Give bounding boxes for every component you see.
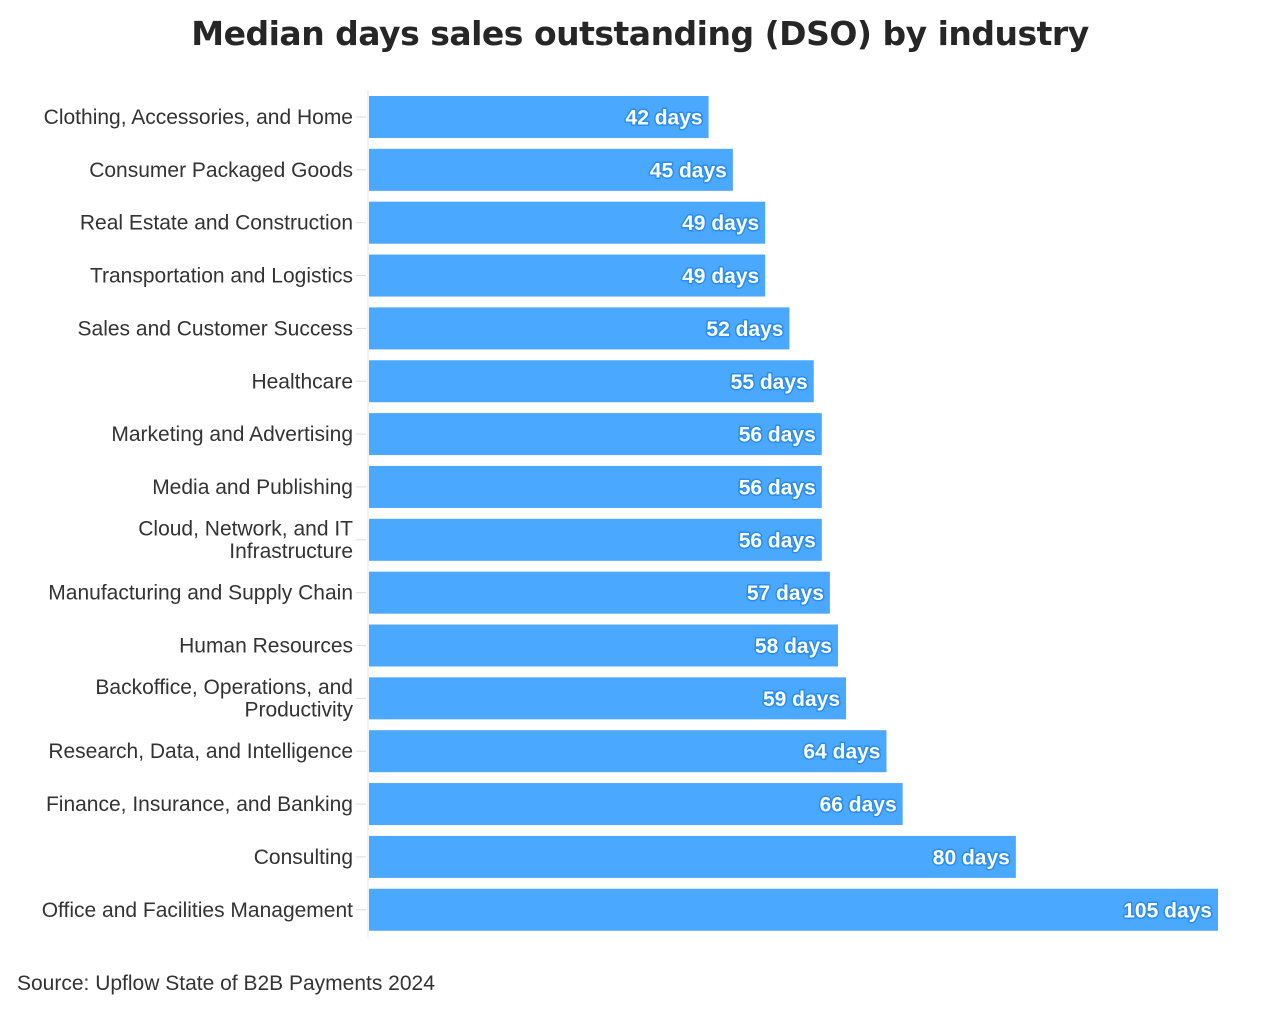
bar	[369, 254, 766, 297]
category-label: Human Resources	[179, 635, 353, 658]
category-label: Finance, Insurance, and Banking	[46, 793, 353, 816]
source-note: Source: Upflow State of B2B Payments 202…	[17, 972, 435, 995]
bar	[369, 413, 822, 456]
bar	[369, 148, 733, 191]
data-label: 64 days	[803, 741, 880, 764]
data-label: 49 days	[682, 212, 759, 235]
data-label: 66 days	[820, 794, 897, 817]
category-label: Research, Data, and Intelligence	[48, 740, 353, 763]
bar	[369, 888, 1218, 931]
data-label: 56 days	[739, 476, 816, 499]
bar	[369, 360, 814, 403]
category-label: Real Estate and Construction	[80, 212, 353, 235]
bar	[369, 571, 830, 614]
data-label: 45 days	[650, 159, 727, 182]
category-label: Office and Facilities Management	[42, 899, 353, 922]
data-label: 56 days	[739, 529, 816, 552]
bar	[369, 835, 1016, 878]
data-label: 52 days	[706, 318, 783, 341]
bar	[369, 624, 838, 667]
category-label: Transportation and Logistics	[90, 265, 353, 288]
category-label: Healthcare	[251, 370, 353, 393]
category-label: Clothing, Accessories, and Home	[44, 106, 353, 129]
category-label: Sales and Customer Success	[78, 317, 353, 340]
category-label: Backoffice, Operations, and	[95, 676, 353, 699]
data-label: 80 days	[933, 846, 1010, 869]
data-label: 42 days	[626, 107, 703, 130]
data-label: 58 days	[755, 635, 832, 658]
bar	[369, 201, 766, 244]
bar	[369, 783, 903, 826]
data-label: 56 days	[739, 424, 816, 447]
data-label: 59 days	[763, 688, 840, 711]
category-label: Media and Publishing	[152, 476, 353, 499]
category-label: Productivity	[244, 699, 353, 722]
category-label: Manufacturing and Supply Chain	[48, 582, 353, 605]
bar	[369, 518, 822, 561]
data-label: 57 days	[747, 582, 824, 605]
chart-title: Median days sales outstanding (DSO) by i…	[191, 14, 1089, 53]
category-label: Cloud, Network, and IT	[138, 518, 353, 541]
category-label: Consulting	[254, 846, 353, 869]
bar	[369, 730, 887, 773]
bar	[369, 96, 709, 138]
bar	[369, 677, 847, 720]
data-label: 105 days	[1123, 899, 1212, 922]
category-label: Infrastructure	[229, 540, 353, 563]
category-label: Marketing and Advertising	[111, 423, 353, 446]
data-label: 55 days	[731, 371, 808, 394]
bar	[369, 465, 822, 508]
bar	[369, 307, 790, 350]
data-label: 49 days	[682, 265, 759, 288]
category-label: Consumer Packaged Goods	[89, 159, 353, 182]
